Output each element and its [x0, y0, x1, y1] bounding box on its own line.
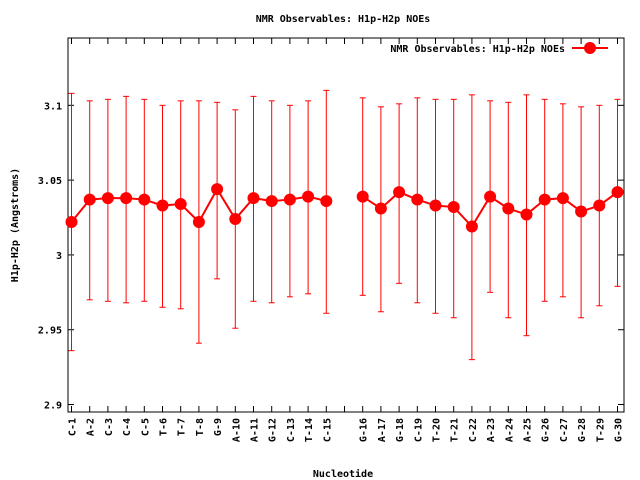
x-tick-label: A-11 [250, 418, 261, 442]
x-tick-label: C-1 [68, 418, 79, 436]
legend-label: NMR Observables: H1p-H2p NOEs [390, 44, 565, 55]
x-tick-label: T-8 [195, 418, 206, 436]
x-tick-label: A-17 [377, 418, 388, 442]
x-tick-label: C-27 [559, 418, 570, 442]
x-tick-label: C-4 [122, 418, 133, 436]
chart-title: NMR Observables: H1p-H2p NOEs [256, 14, 431, 25]
data-point [502, 202, 515, 215]
data-point [265, 195, 278, 208]
y-tick-label: 2.9 [44, 401, 62, 412]
x-tick-label: G-16 [359, 418, 370, 442]
x-tick-label: C-13 [286, 418, 297, 442]
x-tick-label: C-5 [140, 418, 151, 436]
x-tick-label: A-24 [504, 418, 515, 442]
x-tick-label: C-19 [413, 418, 424, 442]
data-point [429, 199, 442, 212]
data-point [247, 192, 260, 205]
x-tick-label: A-25 [523, 418, 534, 442]
data-point [575, 205, 588, 218]
x-tick-label: T-20 [432, 418, 443, 442]
data-point [302, 190, 315, 203]
x-tick-label: A-10 [231, 418, 242, 442]
data-point [411, 193, 424, 206]
data-point [465, 220, 478, 233]
x-tick-label: T-6 [159, 418, 170, 436]
series-lines [70, 187, 619, 229]
data-point [83, 193, 96, 206]
x-tick-label: T-29 [595, 418, 606, 442]
data-point [101, 192, 114, 205]
data-point [174, 198, 187, 211]
x-tick-label: T-7 [177, 418, 188, 436]
x-tick-label: A-2 [86, 418, 97, 436]
data-point [192, 216, 205, 229]
y-tick-label: 2.95 [38, 326, 62, 337]
data-point [611, 186, 624, 199]
x-tick-label: G-30 [614, 418, 625, 442]
x-tick-label: A-23 [486, 418, 497, 442]
legend: NMR Observables: H1p-H2p NOEs [390, 42, 608, 55]
x-tick-label: C-15 [322, 418, 333, 442]
data-point [120, 192, 133, 205]
x-tick-label: G-26 [541, 418, 552, 442]
data-point [156, 199, 169, 212]
data-point [393, 186, 406, 199]
data-point [283, 193, 296, 206]
x-tick-label: G-18 [395, 418, 406, 442]
y-axis-label: H1p-H2p (Angstroms) [10, 168, 21, 282]
x-axis-label: Nucleotide [313, 468, 373, 480]
data-point [484, 190, 497, 203]
data-point [229, 213, 242, 226]
data-point [593, 199, 606, 212]
y-tick-label: 3.05 [38, 176, 62, 187]
x-tick-label: G-28 [577, 418, 588, 442]
x-tick-label: T-14 [304, 418, 315, 442]
data-point [447, 201, 460, 214]
data-point [356, 190, 369, 203]
x-tick-label: G-9 [213, 418, 224, 436]
data-point [320, 195, 333, 208]
data-point [556, 192, 569, 205]
x-axis: C-1 A-2 C-3 C-4 C-5 T-6 T-7 T-8 G-9 A-10 A-11 G-12 C… [68, 38, 625, 442]
data-point [211, 183, 224, 196]
legend-marker [584, 42, 596, 54]
x-tick-label: T-21 [450, 418, 461, 442]
data-point [138, 193, 151, 206]
plot-frame [67, 37, 625, 413]
data-point [538, 193, 551, 206]
x-tick-label: C-3 [104, 418, 115, 436]
data-point [520, 208, 533, 221]
x-tick-label: C-22 [468, 418, 479, 442]
y-tick-label: 3 [56, 251, 62, 262]
data-point [374, 202, 387, 215]
error-bars [68, 89, 621, 361]
y-tick-label: 3.1 [44, 101, 62, 112]
data-point [65, 216, 78, 229]
data-points [65, 183, 624, 233]
x-tick-label: G-12 [268, 418, 279, 442]
